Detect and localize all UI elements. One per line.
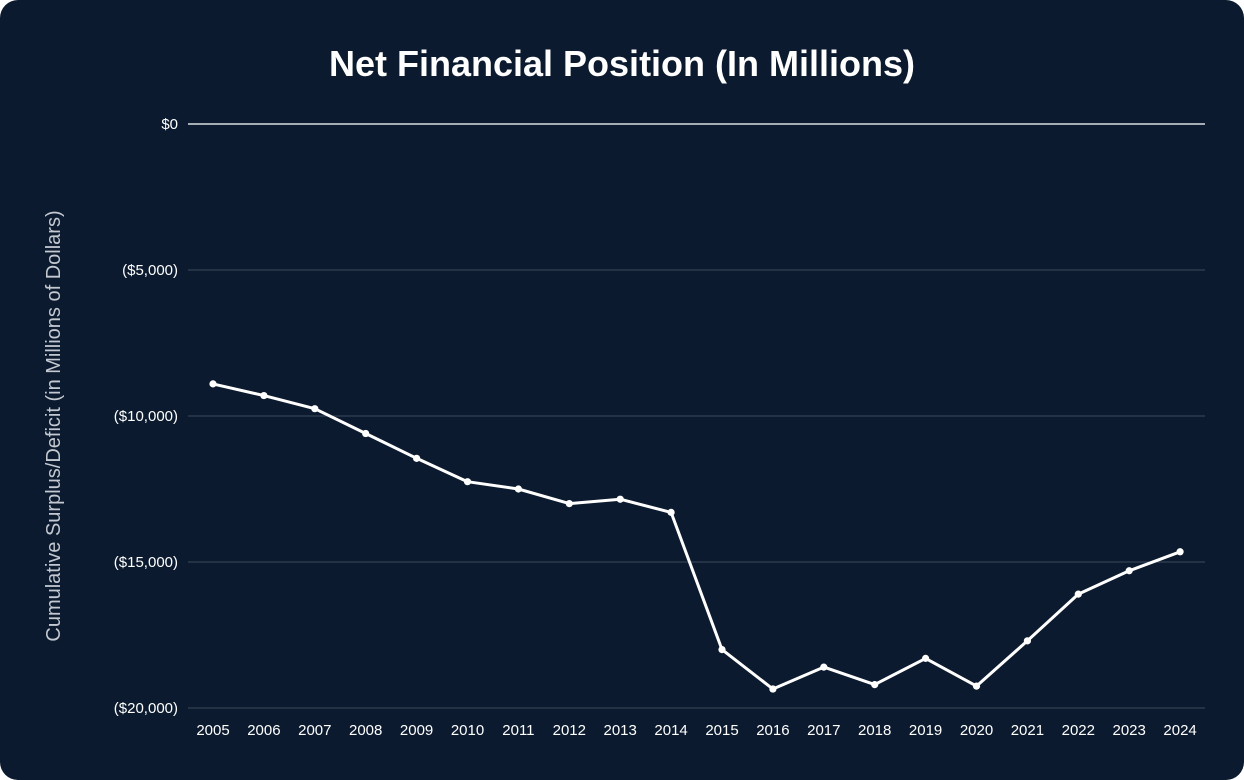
data-point-2009 bbox=[413, 454, 421, 462]
data-point-2019 bbox=[922, 654, 930, 662]
x-tick-label: 2016 bbox=[756, 722, 789, 739]
grid-lines bbox=[188, 123, 1205, 709]
data-point-2012 bbox=[565, 500, 573, 508]
data-point-2013 bbox=[616, 495, 624, 503]
data-point-2014 bbox=[667, 508, 675, 516]
data-point-2010 bbox=[463, 478, 472, 486]
y-tick-labels: $0 ($5,000) ($10,000) ($15,000) ($20,000) bbox=[114, 116, 178, 717]
data-point-2020 bbox=[972, 682, 981, 690]
data-point-2018 bbox=[871, 681, 879, 689]
x-tick-label: 2021 bbox=[1011, 722, 1044, 739]
data-point-2023 bbox=[1125, 567, 1133, 575]
x-tick-label: 2018 bbox=[858, 722, 891, 739]
x-tick-label: 2010 bbox=[451, 722, 484, 739]
x-tick-labels: 2005 2006 2007 2008 2009 2010 2011 2012 2013 2014… bbox=[196, 722, 1196, 739]
x-tick-label: 2009 bbox=[400, 722, 433, 739]
data-point-2016 bbox=[769, 685, 777, 693]
x-tick-label: 2012 bbox=[553, 722, 586, 739]
data-point-2017 bbox=[820, 663, 828, 671]
y-axis-title: Cumulative Surplus/Deficit (in Millions … bbox=[43, 210, 65, 641]
x-tick-label: 2022 bbox=[1062, 722, 1095, 739]
data-point-2011 bbox=[514, 485, 523, 493]
x-tick-label: 2017 bbox=[807, 722, 840, 739]
y-tick-label: $0 bbox=[161, 116, 178, 133]
y-tick-label: ($15,000) bbox=[114, 554, 178, 571]
x-tick-label: 2013 bbox=[604, 722, 637, 739]
x-tick-label: 2005 bbox=[196, 722, 229, 739]
data-point-2008 bbox=[362, 429, 370, 438]
x-tick-label: 2014 bbox=[654, 722, 687, 739]
y-tick-label: ($20,000) bbox=[114, 700, 178, 717]
data-point-2005 bbox=[209, 380, 217, 388]
x-tick-label: 2024 bbox=[1163, 722, 1196, 739]
series-line bbox=[211, 382, 1182, 691]
x-tick-label: 2019 bbox=[909, 722, 942, 739]
y-tick-label: ($5,000) bbox=[122, 262, 178, 279]
data-point-2006 bbox=[260, 391, 268, 400]
x-tick-label: 2020 bbox=[960, 722, 993, 739]
y-tick-label: ($10,000) bbox=[114, 408, 178, 425]
data-point-2007 bbox=[311, 405, 319, 413]
x-tick-label: 2015 bbox=[705, 722, 738, 739]
x-tick-label: 2006 bbox=[247, 722, 280, 739]
data-point-2024 bbox=[1176, 548, 1184, 556]
x-tick-label: 2007 bbox=[298, 722, 331, 739]
series-layer bbox=[209, 380, 1184, 693]
x-tick-label: 2008 bbox=[349, 722, 382, 739]
data-point-2022 bbox=[1074, 590, 1082, 598]
data-point-2021 bbox=[1023, 637, 1031, 645]
data-point-2015 bbox=[718, 646, 726, 654]
chart-title: Net Financial Position (In Millions) bbox=[328, 43, 916, 84]
x-tick-label: 2023 bbox=[1113, 722, 1146, 739]
x-tick-label: 2011 bbox=[502, 722, 534, 739]
